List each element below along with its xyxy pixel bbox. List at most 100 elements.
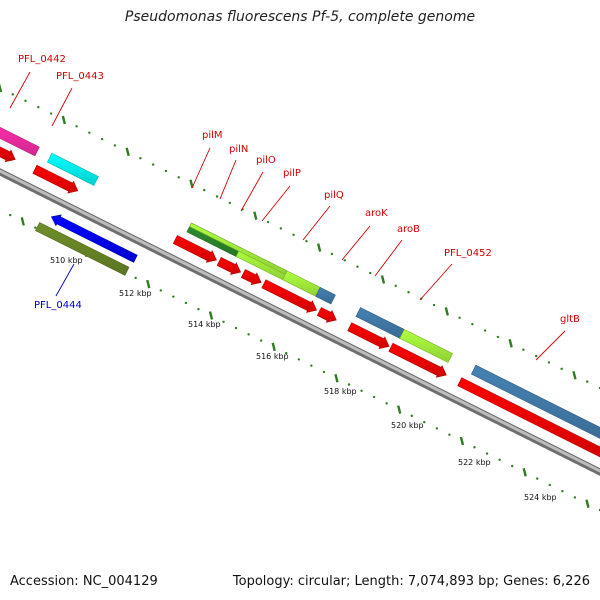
minor-tick [37,105,40,109]
tick-track [0,83,600,512]
map-title: Pseudomonas fluorescens Pf-5, complete g… [124,9,476,25]
minor-tick [372,395,376,399]
minor-tick [561,489,564,493]
minor-tick [184,301,188,305]
minor-tick [547,361,551,364]
gene-arrow-pfl0444 [50,214,138,263]
major-tick [508,339,513,348]
scale-label: 518 kbp [324,387,357,396]
minor-tick [483,329,487,332]
major-tick [334,373,339,383]
major-tick [253,211,258,220]
minor-tick [259,339,263,342]
minor-tick [297,358,301,361]
leader-line [191,147,211,189]
minor-tick [159,289,162,292]
minor-tick [410,414,413,418]
gene-arrow-pilp [261,279,318,313]
gene-arrow-arok [347,322,390,350]
leader-line [302,205,331,241]
minor-tick [330,252,334,256]
minor-tick [285,351,288,355]
minor-tick [34,226,37,229]
gene-bar-pilp [315,286,336,305]
backbone-highlight [0,169,600,473]
minor-tick [279,227,283,230]
minor-tick [573,496,577,499]
minor-tick [305,239,308,243]
minor-tick [560,367,563,371]
minor-tick [385,402,388,405]
minor-tick [11,93,14,96]
gene-arrow-1 [0,146,16,163]
gene-bar-pfl0444 [35,222,130,276]
gene-arrow-arob [388,342,447,378]
minor-tick [548,483,552,487]
major-tick [459,436,465,446]
minor-tick [435,427,439,430]
minor-tick [197,308,200,311]
leader-line [51,87,73,127]
minor-tick [113,144,117,147]
minor-tick [473,446,476,449]
major-tick [61,115,66,125]
gene-arrow-gltb [457,377,600,458]
minor-tick [347,383,351,386]
genome-backbone [0,168,600,476]
gene-arrow-pilq [316,307,337,323]
gene-label: pilQ [324,190,344,201]
major-tick [397,405,402,414]
minor-tick [228,201,231,205]
major-tick [572,370,577,380]
minor-tick [8,213,12,217]
gene-label: pilN [229,144,248,155]
minor-tick [177,176,180,179]
minor-tick [423,420,426,424]
minor-tick [496,335,500,339]
major-tick [522,468,527,477]
leader-line [55,263,75,297]
minor-tick [394,284,397,288]
major-tick [20,217,25,226]
minor-tick [448,433,451,436]
minor-tick [432,303,436,307]
accession-text: Accession: NC_004129 [10,574,158,589]
gene-label: pilP [283,168,301,179]
major-tick [444,307,449,316]
leader-line [240,171,264,212]
minor-tick [203,188,206,192]
minor-tick [151,163,155,166]
minor-tick [215,195,219,198]
minor-tick [356,265,359,268]
leader-line [374,239,403,277]
minor-tick [360,389,363,392]
scale-label: 522 kbp [458,458,491,467]
minor-tick [498,458,501,462]
scale-label: 512 kbp [119,289,152,298]
minor-tick [134,276,137,280]
gene-label: PFL_0443 [56,71,104,82]
minor-tick [310,364,313,367]
minor-tick [88,131,91,134]
gene-arrow-pilm [172,235,217,263]
label-leaders [9,71,566,361]
scale-labels: 510 kbp 512 kbp 514 kbp 516 kbp 518 kbp 520 k… [50,256,557,502]
scale-label: 514 kbp [188,320,221,329]
minor-tick [247,333,250,336]
gene-label: PFL_0452 [444,248,492,259]
minor-tick [343,259,346,262]
leader-line [261,185,291,222]
major-tick [316,243,322,252]
gene-label: aroB [397,224,420,235]
gene-bar-pilm-top [189,222,287,275]
minor-tick [510,464,514,468]
scale-label: 510 kbp [50,256,83,265]
gene-label: pilM [202,130,223,141]
minor-tick [49,112,53,115]
minor-tick [139,157,142,160]
minor-tick [522,348,525,351]
gene-bar-gltb [470,364,600,439]
minor-tick [322,370,326,374]
gene-label: aroK [365,208,388,219]
